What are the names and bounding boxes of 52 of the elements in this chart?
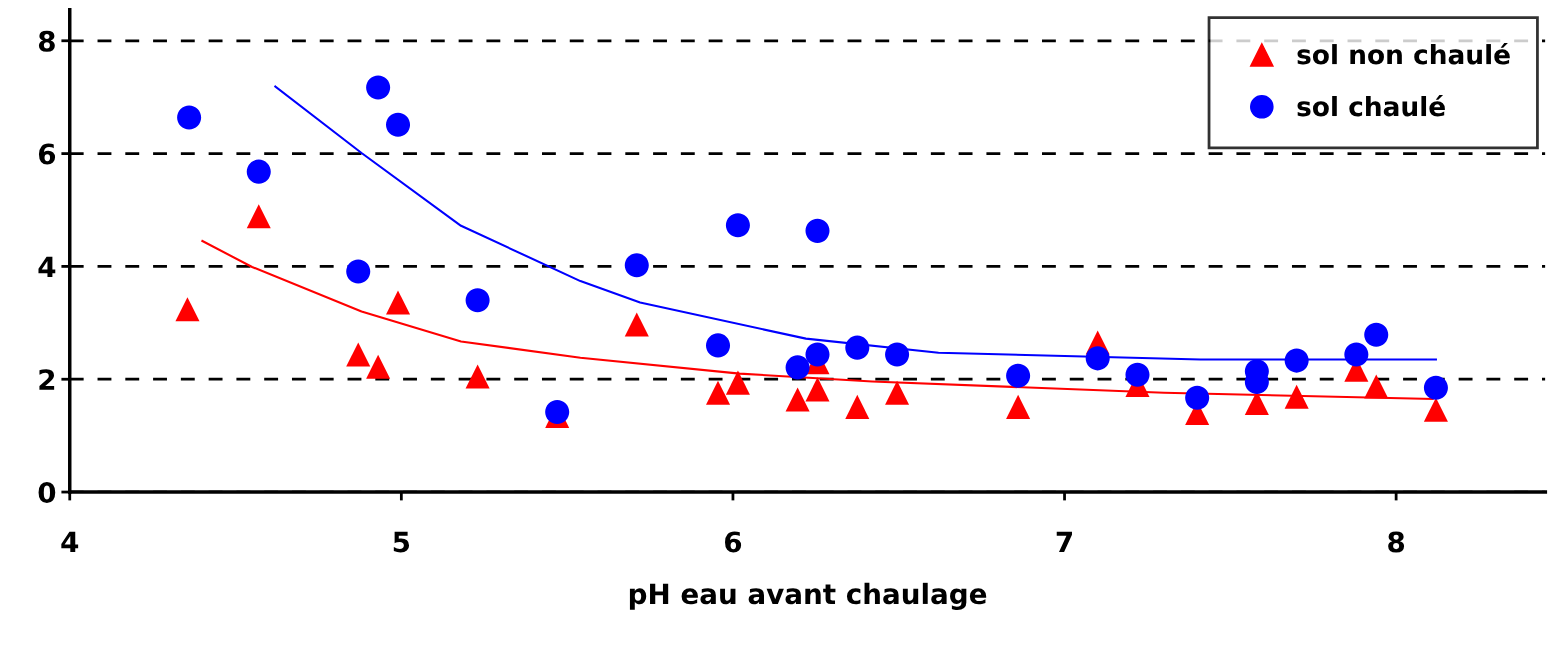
point xyxy=(1085,346,1110,371)
x-axis-title: pH eau avant chaulage xyxy=(629,582,987,610)
point xyxy=(725,370,750,395)
point xyxy=(805,342,830,367)
point xyxy=(1006,363,1031,388)
point xyxy=(465,288,490,313)
x-tick-label: 8 xyxy=(1388,531,1405,553)
point xyxy=(1284,384,1309,409)
point xyxy=(366,354,391,379)
point xyxy=(805,218,830,243)
point xyxy=(175,297,200,322)
point xyxy=(1423,375,1448,400)
point xyxy=(1364,322,1389,347)
point xyxy=(624,253,649,278)
x-tick-label: 7 xyxy=(1056,531,1072,553)
point xyxy=(246,159,271,184)
y-tick-label: 6 xyxy=(38,143,56,165)
point xyxy=(1006,394,1031,419)
point xyxy=(845,394,870,419)
point xyxy=(805,377,830,402)
y-tick-label: 8 xyxy=(38,30,55,52)
y-tick-label: 2 xyxy=(39,369,55,390)
point xyxy=(725,213,750,238)
legend-label: sol chaulé xyxy=(1297,94,1445,117)
point xyxy=(885,342,910,367)
point xyxy=(346,342,371,367)
x-tick-label: 4 xyxy=(61,531,79,553)
point xyxy=(1344,342,1369,367)
point xyxy=(785,387,810,412)
point xyxy=(386,290,411,315)
point xyxy=(785,355,810,380)
point xyxy=(1423,397,1448,422)
point xyxy=(705,380,731,405)
point xyxy=(346,259,371,284)
point xyxy=(1364,374,1389,399)
point xyxy=(177,105,202,130)
point xyxy=(386,112,411,137)
x-tick-label: 5 xyxy=(393,531,410,553)
point xyxy=(465,364,490,389)
y-tick-label: 4 xyxy=(38,256,56,277)
point xyxy=(624,312,649,337)
point xyxy=(366,75,391,100)
y-tick-label: 0 xyxy=(38,481,56,503)
point xyxy=(1125,362,1150,387)
legend-label: sol non chaulé xyxy=(1297,43,1510,65)
point xyxy=(845,335,870,360)
point xyxy=(885,380,910,405)
point xyxy=(1284,348,1309,373)
point xyxy=(1185,385,1210,410)
point xyxy=(246,204,271,229)
x-tick-label: 6 xyxy=(725,531,742,553)
point xyxy=(705,333,731,358)
